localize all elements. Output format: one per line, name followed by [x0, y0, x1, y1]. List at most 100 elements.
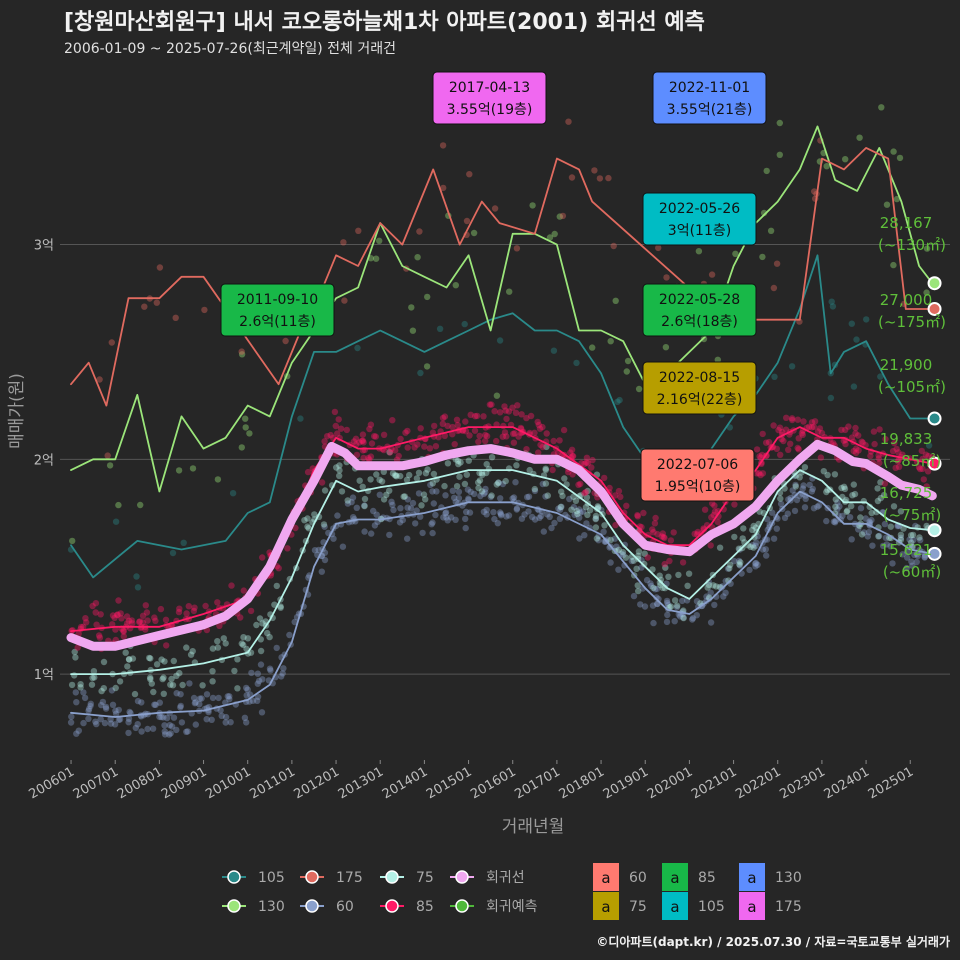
legend: 105 175 75 회귀선 130 60 85 회귀예측 a 60 a 85 a 130 a 75 a 105 a… — [222, 863, 802, 920]
scatter-point — [392, 447, 399, 454]
scatter-point — [483, 469, 490, 477]
scatter-point — [304, 468, 312, 476]
scatter-point — [72, 689, 80, 696]
scatter-point — [480, 413, 487, 420]
scatter-point — [913, 551, 921, 558]
scatter-point — [305, 525, 312, 532]
scatter-point — [557, 503, 564, 511]
scatter-point — [336, 472, 343, 479]
x-tick-label: 200601 — [27, 764, 77, 802]
legend-box-glyph: a — [747, 869, 756, 887]
scatter-point — [523, 446, 530, 453]
end-marker — [927, 411, 942, 426]
scatter-point — [376, 476, 383, 483]
end-value-label: 28,167 — [880, 214, 933, 232]
scatter-point — [280, 665, 287, 672]
scatter-point — [134, 697, 142, 705]
scatter-point — [707, 619, 715, 626]
scatter-point — [889, 447, 897, 455]
end-area-label: (~85㎡) — [883, 452, 941, 470]
scatter-point — [466, 171, 473, 178]
scatter-point — [173, 690, 180, 697]
scatter-point — [334, 430, 341, 437]
scatter-point — [189, 465, 197, 472]
scatter-point — [354, 344, 361, 352]
scatter-point — [839, 512, 846, 520]
scatter-point — [496, 509, 504, 516]
scatter-point — [496, 409, 504, 416]
scatter-point — [777, 451, 784, 458]
scatter-point — [198, 695, 205, 702]
scatter-point — [922, 451, 930, 458]
y-tick-label: 2억 — [34, 453, 54, 468]
scatter-point — [655, 244, 662, 252]
scatter-point — [876, 459, 883, 467]
scatter-point — [244, 650, 252, 657]
scatter-point — [581, 489, 588, 497]
scatter-point — [577, 480, 584, 488]
scatter-point — [339, 543, 347, 550]
scatter-point — [543, 430, 550, 437]
scatter-point — [511, 430, 518, 437]
scatter-point — [649, 602, 657, 609]
scatter-point — [226, 696, 233, 703]
scatter-point — [773, 525, 780, 532]
scatter-point — [238, 640, 245, 647]
scatter-point — [753, 446, 761, 453]
scatter-point — [548, 524, 555, 532]
scatter-point — [429, 488, 436, 495]
scatter-point — [80, 719, 87, 727]
scatter-point — [304, 523, 311, 530]
scatter-point — [378, 478, 386, 485]
scatter-point — [868, 516, 875, 524]
scatter-point — [324, 433, 331, 440]
scatter-point — [350, 514, 357, 521]
scatter-point — [152, 617, 159, 624]
scatter-point — [96, 376, 103, 383]
scatter-point — [863, 316, 870, 323]
scatter-point — [874, 497, 882, 505]
scatter-point — [571, 511, 578, 519]
scatter-point — [496, 337, 504, 344]
scatter-point — [491, 515, 498, 523]
scatter-point — [452, 282, 459, 289]
scatter-point — [366, 456, 373, 463]
scatter-point — [501, 403, 508, 410]
scatter-point — [69, 537, 76, 545]
scatter-point — [592, 515, 600, 522]
legend-box — [593, 892, 619, 920]
scatter-point — [651, 520, 659, 527]
scatter-point — [693, 612, 700, 619]
scatter-point — [199, 682, 206, 689]
scatter-point — [881, 520, 889, 528]
scatter-point — [509, 495, 516, 502]
scatter-point — [358, 437, 366, 445]
scatter-point — [217, 707, 224, 714]
y-tick-label: 1억 — [34, 668, 54, 683]
scatter-point — [163, 642, 170, 649]
scatter-point — [240, 587, 247, 594]
scatter-point — [389, 501, 396, 509]
scatter-point — [273, 644, 280, 652]
end-value-label: 16,725 — [880, 484, 933, 502]
chart-subtitle: 2006-01-09 ~ 2025-07-26(최근계약일) 전체 거래건 — [64, 41, 396, 57]
x-axis-title: 거래년월 — [502, 817, 565, 837]
scatter-point — [179, 681, 186, 689]
scatter-point — [641, 550, 648, 557]
scatter-point — [350, 438, 358, 445]
scatter-point — [243, 692, 250, 699]
scatter-point — [388, 445, 395, 452]
scatter-point — [456, 473, 463, 480]
scatter-point — [355, 227, 362, 234]
legend-box-glyph: a — [601, 898, 610, 916]
scatter-point — [531, 487, 539, 495]
end-marker — [927, 456, 942, 471]
scatter-point — [594, 503, 601, 510]
scatter-point — [811, 188, 818, 195]
scatter-point — [453, 416, 461, 423]
scatter-point — [716, 544, 724, 551]
scatter-point — [652, 514, 659, 522]
scatter-point — [99, 698, 107, 706]
scatter-point — [851, 490, 859, 498]
scatter-point — [493, 392, 501, 399]
